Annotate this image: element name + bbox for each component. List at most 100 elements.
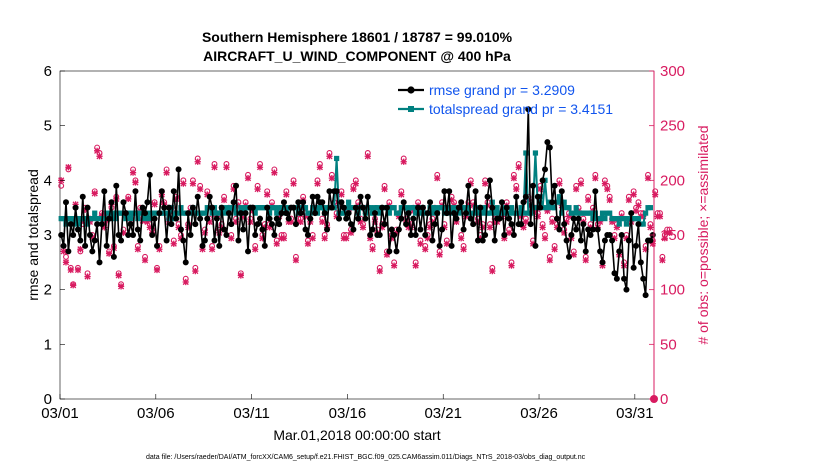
x-axis-label: Mar.01,2018 00:00:00 start <box>273 427 440 443</box>
legend-rmse-marker <box>407 86 415 94</box>
obs-assimilated-marker <box>381 185 388 193</box>
obs-assimilated-marker <box>592 175 599 182</box>
rmse-point <box>544 139 551 146</box>
rmse-point <box>453 215 460 222</box>
rmse-point <box>451 210 458 217</box>
rmse-point <box>501 232 508 238</box>
rmse-point <box>137 237 144 244</box>
obs-assimilated-marker <box>611 235 618 242</box>
rmse-point <box>154 242 161 249</box>
rmse-point <box>427 199 434 206</box>
left-axis-tick-label: 2 <box>44 282 52 299</box>
rmse-point <box>400 199 407 206</box>
obs-assimilated-marker <box>546 257 553 264</box>
rmse-point <box>72 204 79 211</box>
rmse-point <box>582 248 589 255</box>
obs-assimilated-marker <box>391 262 398 269</box>
rmse-point <box>486 177 493 184</box>
obs-assimilated-marker <box>173 195 180 203</box>
rmse-point <box>233 182 240 189</box>
rmse-point <box>395 226 402 233</box>
spread-point <box>113 216 119 222</box>
rmse-point <box>391 232 398 238</box>
rmse-point <box>616 248 623 255</box>
rmse-point <box>89 248 96 255</box>
rmse-point <box>278 210 285 217</box>
rmse-point <box>213 215 220 222</box>
x-axis: 03/01 03/06 03/11 03/16 03/21 03/26 03/31 <box>41 394 654 422</box>
rmse-point <box>398 215 405 222</box>
rmse-point <box>633 242 640 249</box>
obs-assimilated-marker <box>153 266 161 274</box>
obs-assimilated-marker <box>333 213 340 220</box>
rmse-point <box>189 204 196 211</box>
spread-point <box>346 199 352 205</box>
obs-assimilated-marker <box>347 229 355 236</box>
obs-assimilated-marker <box>67 266 74 274</box>
obs-assimilated-marker <box>532 207 539 215</box>
rmse-point <box>264 204 271 211</box>
obs-assimilated-marker <box>522 218 529 225</box>
x-axis-tick-label: 03/21 <box>424 405 462 422</box>
spread-point <box>178 205 184 211</box>
rmse-point <box>474 237 481 244</box>
obs-assimilated-marker <box>625 196 632 204</box>
obs-assimilated-marker <box>211 164 218 171</box>
rmse-point <box>376 232 383 238</box>
data-file-footnote: data file: /Users/raeder/DAI/ATM_forcXX/… <box>146 454 586 461</box>
spread-point <box>506 210 512 216</box>
rmse-point <box>424 210 431 217</box>
rmse-point <box>261 242 268 249</box>
rmse-point <box>364 193 371 200</box>
rmse-point <box>439 226 446 233</box>
rmse-point <box>127 221 134 228</box>
obs-assimilated-marker <box>453 218 460 225</box>
rmse-point <box>419 204 426 211</box>
rmse-point <box>549 199 556 206</box>
rmse-point <box>142 210 149 217</box>
obs-assimilated-marker <box>338 191 345 198</box>
obs-assimilated-marker <box>302 213 309 220</box>
rmse-point <box>156 210 163 217</box>
spread-point <box>552 205 558 211</box>
rmse-point <box>482 232 489 238</box>
rmse-point <box>170 188 177 195</box>
obs-assimilated-marker <box>359 224 367 231</box>
obs-assimilated-marker <box>132 179 139 186</box>
rmse-point <box>125 232 132 238</box>
legend-rmse-label: rmse grand pr = 3.2909 <box>429 82 575 98</box>
spread-point <box>429 210 436 216</box>
obs-assimilated-marker <box>94 147 101 154</box>
obs-assimilated-marker <box>606 196 613 204</box>
obs-assimilated-marker <box>206 218 213 225</box>
rmse-point <box>328 204 335 211</box>
rmse-point <box>352 204 359 211</box>
obs-assimilated-marker <box>647 224 654 231</box>
rmse-point <box>292 221 299 228</box>
obs-assimilated-marker <box>582 257 589 264</box>
right-axis-tick-label: 0 <box>660 391 668 408</box>
rmse-point <box>609 237 616 244</box>
obs-assimilated-marker <box>613 224 620 231</box>
rmse-point <box>185 210 192 217</box>
rmse-point <box>542 166 549 173</box>
obs-assimilated-marker <box>204 191 211 198</box>
obs-assimilated-marker <box>259 235 266 242</box>
obs-assimilated-marker <box>125 195 132 203</box>
rmse-point <box>321 210 328 217</box>
rmse-point <box>580 221 587 228</box>
rmse-point <box>240 226 247 233</box>
obs-assimilated-marker <box>443 240 450 247</box>
obs-assimilated-marker <box>237 272 244 279</box>
rmse-series-layer <box>58 106 656 299</box>
rmse-point <box>422 232 429 238</box>
obs-assimilated-marker <box>367 235 374 242</box>
obs-assimilated-marker <box>96 153 103 160</box>
rmse-point <box>405 210 412 217</box>
x-axis-tick-label: 03/01 <box>41 405 79 422</box>
rmse-point <box>115 232 122 238</box>
left-axis-tick-label: 5 <box>44 118 52 135</box>
obs-assimilated-marker <box>364 153 371 160</box>
rmse-point <box>383 204 390 211</box>
rmse-point <box>415 204 422 211</box>
